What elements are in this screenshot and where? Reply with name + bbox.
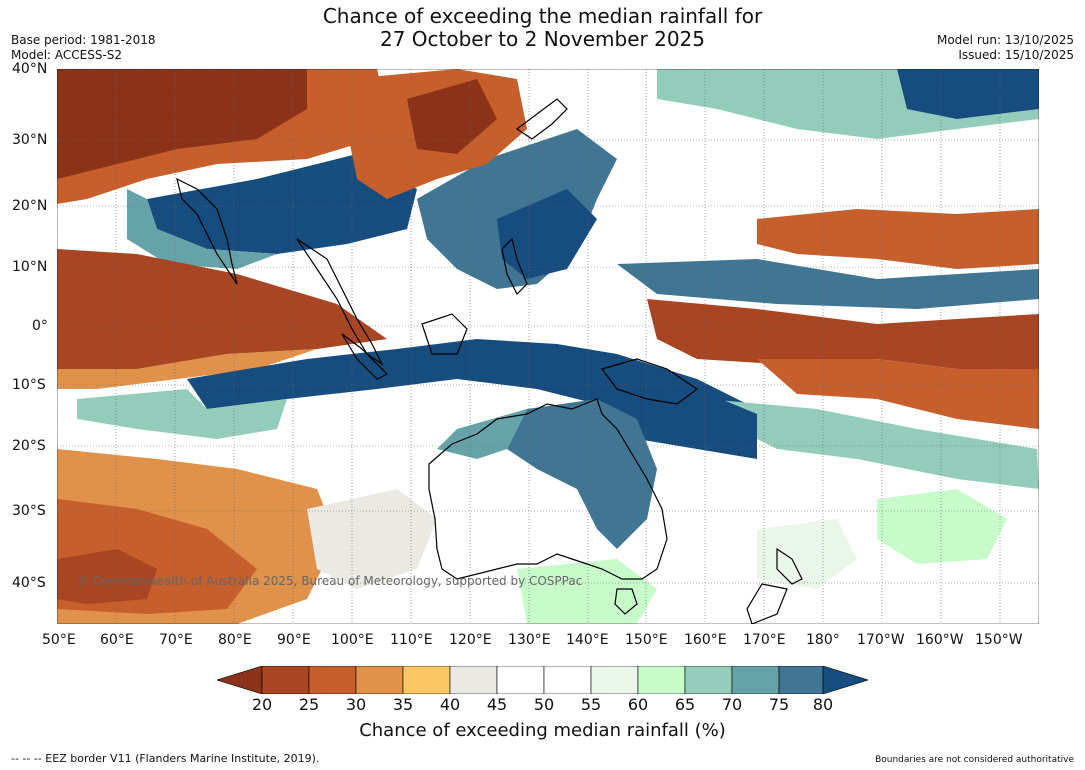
lat-label-equator: 0° [32,318,48,334]
lon-label-140e: 140°E [566,632,609,648]
coast-tasmania [614,588,638,615]
colorbar-tick: 50 [533,695,555,714]
colorbar-swatch [402,665,451,695]
colorbar-tick: 35 [392,695,414,714]
lat-label-20s: 20°S [12,438,46,454]
colorbar-low-extension [215,665,263,695]
colorbar-swatch [778,665,824,695]
coastlines [176,98,803,624]
coast-borneo [421,313,468,355]
lon-label-50e: 50°E [42,632,76,648]
colorbar-swatch [355,665,404,695]
colorbar-tick: 20 [251,695,273,714]
coast-australia [428,398,668,580]
colorbar-swatch [449,665,498,695]
colorbar-swatch [308,665,357,695]
lat-label-10n: 10°N [12,259,48,275]
wet-region-northern-australia [507,399,657,549]
colorbar-swatch [496,665,545,695]
colorbar-tick: 45 [486,695,508,714]
issued-date: Issued: 15/10/2025 [958,48,1074,62]
colorbar-swatch [684,665,733,695]
lat-label-40s: 40°S [12,575,46,591]
map-title-line1: Chance of exceeding the median rainfall … [322,4,763,28]
lon-label-160w: 160°W [916,632,964,648]
colorbar-tick: 30 [345,695,367,714]
colorbar-swatch [637,665,686,695]
colorbar-tick: 80 [812,695,834,714]
coast-india [176,177,238,285]
coast-japan [515,98,568,140]
model-run: Model run: 13/10/2025 [936,33,1074,47]
base-period: Base period: 1981-2018 [11,33,156,47]
lon-label-160e: 160°E [684,632,727,648]
colorbar-swatch [543,665,592,695]
coast-sumatra [341,333,389,380]
colorbar-tick: 40 [439,695,461,714]
boundary-disclaimer: Boundaries are not considered authoritat… [875,755,1074,765]
eez-border-note: -- -- -- EEZ border V11 (Flanders Marine… [11,752,320,765]
lon-label-120e: 120°E [449,632,492,648]
colorbar-swatch [590,665,639,695]
lon-label-180: 180° [806,632,840,648]
lat-label-40n: 40°N [12,61,48,77]
probability-map[interactable]: © Commonwealth of Australia 2025, Bureau… [56,68,1040,625]
map-graticule [57,69,1039,624]
coast-southeast-asia [296,238,384,366]
colorbar-high-extension [822,665,870,695]
coast-philippines [501,237,528,296]
lon-label-100e: 100°E [331,632,374,648]
colorbar-tick: 60 [627,695,649,714]
lat-label-10s: 10°S [12,377,46,393]
colorbar-swatch [731,665,780,695]
colorbar-tick: 25 [298,695,320,714]
copyright-notice: © Commonwealth of Australia 2025, Bureau… [77,574,582,588]
lon-label-170w: 170°W [857,632,905,648]
colorbar-tick: 65 [674,695,696,714]
lon-label-60e: 60°E [100,632,134,648]
colorbar-tick: 75 [768,695,790,714]
very-dry-region-asia [57,69,307,179]
coast-new-guinea [600,358,699,405]
colorbar-swatch [261,665,310,695]
model-name: Model: ACCESS-S2 [11,48,123,62]
coast-new-zealand-north [776,547,803,585]
dry-region-indian-ocean [57,249,387,384]
colorbar [215,665,870,695]
lon-label-150e: 150°E [625,632,668,648]
lat-label-30n: 30°N [12,132,48,148]
map-title-line2: 27 October to 2 November 2025 [379,27,706,51]
lon-label-150w: 150°W [975,632,1023,648]
lon-label-170e: 170°E [743,632,786,648]
lon-label-70e: 70°E [159,632,193,648]
lon-label-80e: 80°E [218,632,252,648]
lon-label-90e: 90°E [277,632,311,648]
lat-label-20n: 20°N [12,198,48,214]
lon-label-110e: 110°E [390,632,433,648]
lat-label-30s: 30°S [12,503,46,519]
lon-label-130e: 130°E [508,632,551,648]
wet-region-bay-of-bengal [147,154,417,254]
colorbar-title: Chance of exceeding median rainfall (%) [359,720,726,741]
wet-band-equatorial [187,339,757,439]
dry-band-north-pacific [757,209,1039,269]
coast-new-zealand-south [746,583,788,624]
colorbar-tick: 70 [721,695,743,714]
colorbar-tick: 55 [580,695,602,714]
